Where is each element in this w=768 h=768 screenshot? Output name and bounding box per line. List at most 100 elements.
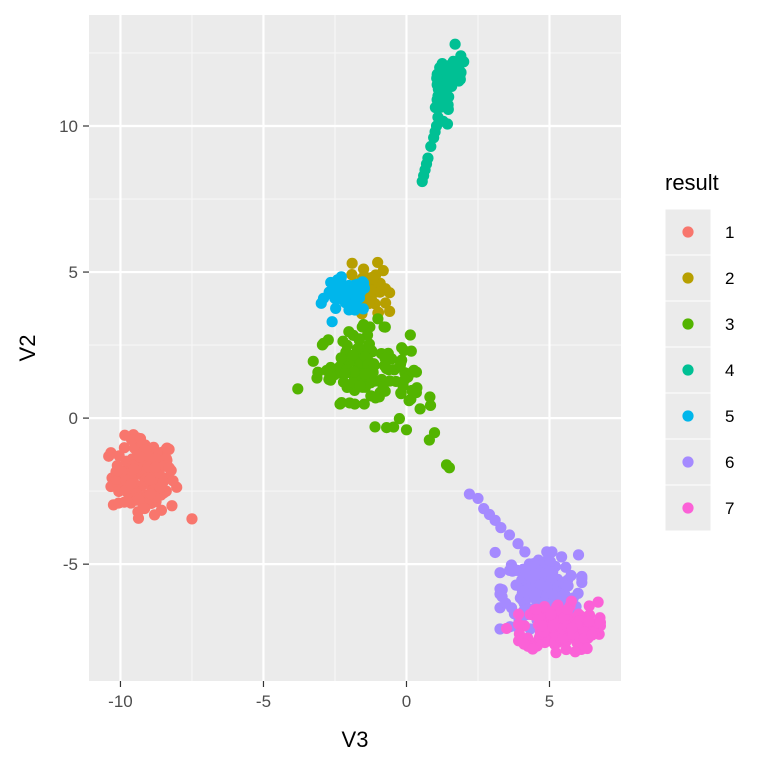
point-series-3 [395,357,407,369]
point-series-5 [351,283,364,295]
point-series-3 [399,373,411,385]
x-tick-label: 0 [402,692,411,711]
point-series-1 [186,513,198,525]
point-series-5 [317,292,330,304]
point-series-6 [503,529,516,541]
point-series-3 [404,329,416,341]
y-tick-label: 10 [59,117,78,136]
point-series-1 [125,478,137,490]
point-series-1 [134,432,147,445]
point-series-1 [139,502,151,515]
point-series-3 [372,313,384,325]
point-series-7 [561,603,574,616]
point-series-1 [166,500,178,512]
point-series-3 [403,395,415,407]
point-series-7 [581,642,593,655]
series-5 [315,271,371,328]
point-series-3 [348,366,360,378]
point-series-7 [592,596,604,608]
legend-label-4: 4 [725,361,734,380]
point-series-7 [569,646,581,658]
legend-swatch-1 [682,226,694,238]
legend-label-7: 7 [725,499,734,518]
point-series-6 [530,587,542,600]
point-series-1 [144,474,156,486]
point-series-3 [337,376,350,388]
point-series-1 [113,497,125,509]
point-series-2 [346,269,358,281]
point-series-3 [349,398,361,410]
point-series-7 [550,647,562,659]
point-series-3 [379,385,391,397]
point-series-2 [346,257,358,269]
point-series-7 [586,629,598,641]
point-series-3 [357,319,370,331]
point-series-1 [161,442,173,455]
x-axis-title: V3 [342,727,369,752]
series-7 [500,595,607,659]
point-series-6 [572,549,585,561]
point-series-4 [435,63,447,75]
point-series-4 [431,72,443,84]
point-series-3 [369,421,381,433]
point-series-1 [150,452,162,465]
point-series-2 [384,305,396,317]
legend-title: result [665,170,719,195]
series-3 [292,313,455,474]
point-series-1 [122,493,135,506]
point-series-1 [103,450,115,462]
point-series-4 [432,111,444,123]
axes: -10 -5 0 5 -5 0 5 10 [59,117,554,711]
point-series-6 [560,561,572,573]
series-4 [416,38,470,188]
point-series-1 [119,429,131,441]
point-series-3 [368,359,380,372]
point-series-7 [527,643,539,655]
point-series-3 [354,380,366,392]
point-series-3 [424,391,436,403]
point-series-5 [349,304,361,316]
point-series-3 [312,366,324,378]
legend-swatch-5 [682,410,694,422]
point-series-1 [154,481,166,494]
point-series-6 [496,591,508,603]
point-series-7 [560,643,572,656]
x-tick-label: -10 [108,692,133,711]
point-series-3 [379,321,391,333]
point-series-3 [343,326,355,338]
point-series-1 [167,475,179,487]
point-series-3 [378,360,391,372]
y-axis-title: V2 [15,335,40,362]
point-series-7 [547,619,559,632]
point-series-3 [369,392,382,404]
point-series-4 [441,118,454,130]
point-series-6 [489,546,501,559]
point-series-6 [463,488,476,500]
point-series-2 [357,263,370,275]
data-points [103,38,607,659]
point-series-3 [398,344,410,357]
point-series-6 [525,561,537,573]
legend-swatch-7 [682,502,694,514]
y-tick-label: 0 [69,409,78,428]
point-series-6 [565,569,577,582]
point-series-3 [381,421,393,434]
point-series-3 [347,349,359,361]
point-series-1 [148,509,161,521]
point-series-7 [530,603,542,615]
point-series-3 [424,399,437,412]
point-series-2 [379,297,392,309]
y-tick-label: -5 [63,555,78,574]
point-series-6 [562,580,574,592]
point-series-6 [512,538,524,550]
point-series-4 [430,120,443,132]
legend-label-1: 1 [725,223,734,242]
point-series-1 [118,442,130,454]
series-1 [103,429,198,525]
point-series-3 [414,403,426,415]
point-series-1 [145,488,157,500]
point-series-1 [149,461,161,473]
point-series-5 [353,292,366,304]
point-series-6 [519,546,531,558]
legend-swatch-4 [682,364,694,376]
